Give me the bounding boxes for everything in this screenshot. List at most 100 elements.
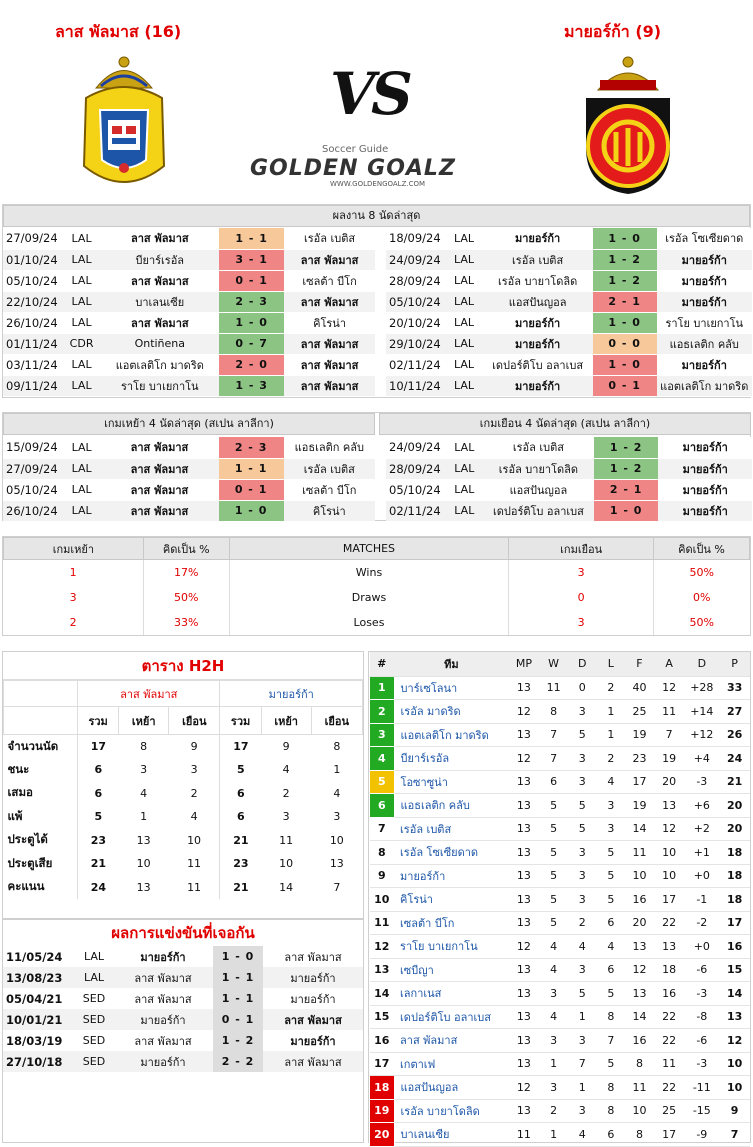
summary-cell: 3 [508,559,654,585]
match-away-team: ลาส พัลมาส [284,375,375,397]
h2h-cell: 13 [329,857,344,871]
standings-cell: 1 [596,699,626,724]
match-date: 28/09/24 [386,270,446,292]
standings-cell: 13 [508,1005,540,1029]
match-row: 24/09/24 LAL เรอัล เบติส 1 - 2 มายอร์ก้า [386,437,752,459]
standings-cell: 5 [539,793,568,818]
standings-cell: 5 [567,817,597,841]
standings-row: 18 แอสปันญอล 12 3 1 8 11 22 -11 10 [369,1075,750,1100]
standings-cell: 7 [596,1028,626,1053]
match-score: 2 - 3 [218,437,284,459]
match-away-team: มายอร์ก้า [658,458,752,480]
standings-row: 4 บียาร์เรอัล 12 7 3 2 23 19 +4 24 [369,746,750,771]
standings-cell: 8 [596,1099,626,1123]
brand-logo: GOLDEN GOALZ [250,156,456,181]
standings-cell: 4 [596,934,626,959]
standings-header: A [653,652,685,677]
standings-team: แอธเลติก คลับ [394,793,509,818]
summary-panel: เกมเหย้า คิดเป็น % MATCHES เกมเยือน คิดเป็น … [2,536,751,636]
standings-team: ลาส พัลมาส [394,1028,509,1053]
h2h-cell: 4 [140,786,148,800]
match-competition: LAL [62,500,101,522]
standings-cell: 4 [567,934,597,959]
match-row: 27/09/24 LAL ลาส พัลมาส 1 - 1 เรอัล เบติส [3,228,375,250]
standings-team: เลกาเนส [394,981,509,1006]
standings-cell: 18 [719,864,750,888]
standings-cell: 16 [625,1028,654,1053]
h2h-cell: 6 [219,781,262,805]
standings-cell: 5 [567,793,597,818]
standings-cell: 5 [539,911,568,935]
match-away-team: ราโย บาเยกาโน [656,312,752,334]
summary-row: 2 33% Loses 3 50% [4,609,750,635]
standings-cell: 3 [539,981,568,1006]
match-home-team: ลาส พัลมาส [100,500,219,522]
standings-header: W [539,652,568,677]
match-row: 05/10/24 LAL ลาส พัลมาส 0 - 1 เซลต้า บีโก [3,479,375,501]
meeting-away-team: ลาส พัลมาส [284,1013,342,1027]
h2h-col-header: รวม [219,706,262,735]
standings-cell: 7 [567,1052,597,1076]
meeting-row: 18/03/19 SED ลาส พัลมาส 1 - 2 มายอร์ก้า [3,1030,363,1051]
standings-team: เซบีญา [394,958,509,982]
match-date: 02/11/24 [386,354,446,376]
standings-cell: 13 [508,840,540,865]
standings-cell: 11 [653,1052,685,1076]
standings-cell: 8 [596,1005,626,1029]
standings-cell: 10 [719,1052,750,1076]
match-score: 1 - 2 [592,249,657,271]
match-home-team: ลาส พัลมาส [100,228,220,250]
standings-cell: 17 [653,1122,685,1147]
standings-row: 13 เซบีญา 13 4 3 6 12 18 -6 15 [369,958,750,982]
last8-title: ผลงาน 8 นัดล่าสุด [3,205,750,227]
match-competition: LAL [62,437,101,459]
match-score: 1 - 0 [593,500,659,522]
summary-cell: 33% [142,609,230,635]
meeting-competition: SED [82,992,106,1005]
standings-position: 4 [369,746,395,771]
match-date: 22/10/24 [3,291,63,313]
h2h-cell: 4 [190,810,198,824]
h2h-cell: 2 [282,786,290,800]
standings-cell: +0 [684,864,720,888]
standings-team: แอสปันญอล [394,1075,509,1100]
match-score: 2 - 1 [592,291,657,313]
match-row: 15/09/24 LAL ลาส พัลมาส 2 - 3 แอธเลติก คลับ [3,437,375,459]
match-row: 02/11/24 LAL เดปอร์ติโบ อลาเบส 1 - 0 มายอร์ก… [386,354,752,376]
standings-cell: +28 [684,676,720,700]
standings-cell: 13 [508,676,540,700]
brand-tag: Soccer Guide [322,144,389,155]
standings-cell: 13 [508,981,540,1006]
match-score: 0 - 0 [592,333,657,355]
standings-team: มายอร์ก้า [394,864,509,888]
match-date: 24/09/24 [386,249,446,271]
h2h-cell: 9 [282,740,290,753]
summary-cell: 50% [142,584,230,610]
h2h-cell: 8 [140,740,148,753]
match-home-team: เรอัล เบติส [482,249,593,271]
h2h-row: เสมอ 6 4 2 6 2 4 [4,781,363,805]
standings-panel: # ทีม MP W D L F A D P 1 บาร์เซโลนา 13 11 0 2 40 12 +28 33 2… [368,651,751,1147]
meeting-away-team: มายอร์ก้า [290,992,336,1006]
standings-cell: 3 [567,770,597,794]
standings-cell: 3 [567,1028,597,1053]
match-away-team: มายอร์ก้า [656,270,752,292]
standings-cell: 13 [508,864,540,888]
vs-text: VS [330,60,413,128]
standings-cell: 3 [567,699,597,724]
standings-row: 11 เซลต้า บีโก 13 5 2 6 20 22 -2 17 [369,911,750,935]
match-score: 2 - 0 [219,354,285,376]
meeting-competition: LAL [83,950,105,963]
match-home-team: เรอัล บายาโดลิด [482,458,594,480]
meeting-home-team: มายอร์ก้า [140,1055,186,1069]
h2h-cell: แพ้ [7,808,23,823]
standings-cell: 19 [653,746,685,771]
standings-team: เซลต้า บีโก [394,911,509,935]
match-competition: LAL [62,228,101,250]
standings-cell: 12 [508,699,540,724]
h2h-cell: 10 [279,857,294,871]
match-date: 01/11/24 [3,333,63,355]
standings-cell: 20 [719,817,750,841]
last8-panel: ผลงาน 8 นัดล่าสุด 27/09/24 LAL ลาส พัลมาส 1… [2,204,752,398]
away-team-crest [586,56,670,194]
